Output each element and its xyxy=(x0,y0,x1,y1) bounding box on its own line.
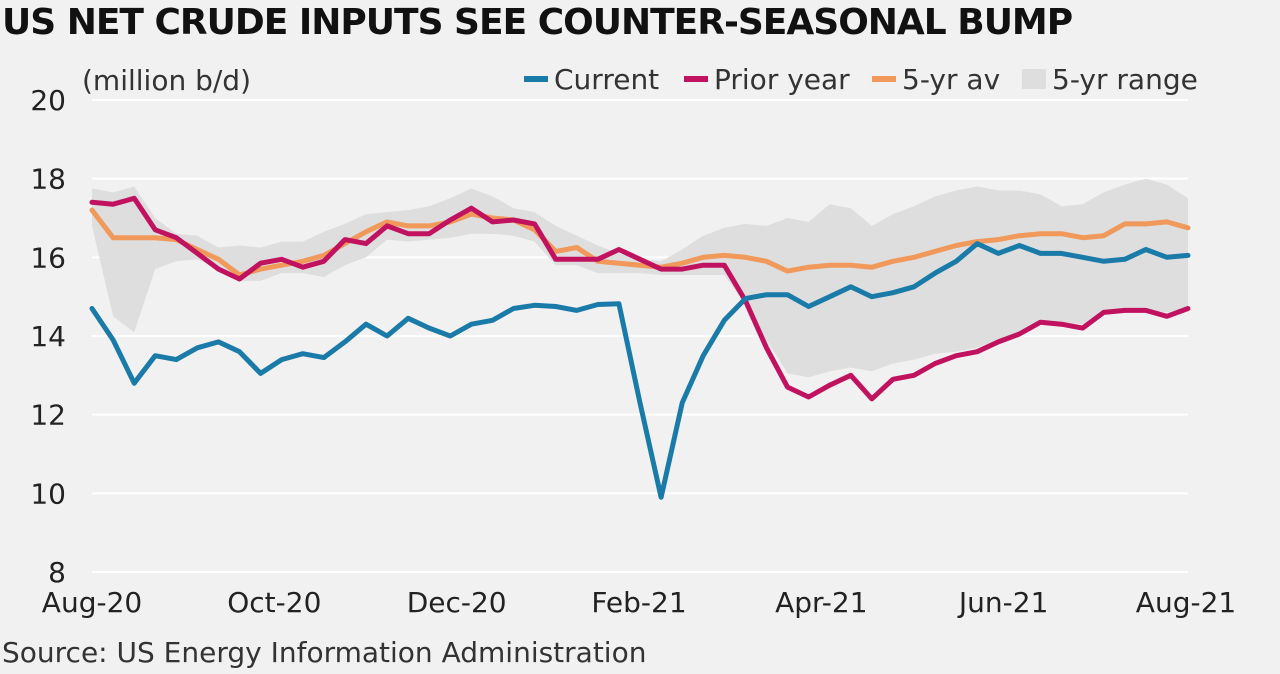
y-tick-label: 12 xyxy=(30,399,66,432)
y-axis-ticks: 8 10 12 14 16 18 20 xyxy=(30,84,66,589)
legend-label: Prior year xyxy=(714,63,850,96)
y-tick-label: 16 xyxy=(30,241,66,274)
prior-year-line xyxy=(89,195,1191,402)
range-band xyxy=(92,178,1188,378)
x-tick-label: Feb-21 xyxy=(591,586,686,619)
y-tick-label: 14 xyxy=(30,320,66,353)
x-tick-label: Oct-20 xyxy=(227,586,321,619)
legend-five-yr-average: 5-yr av xyxy=(872,63,1000,96)
legend-swatch xyxy=(1022,69,1046,89)
legend-label: Current xyxy=(554,63,659,96)
y-tick-label: 10 xyxy=(30,477,66,510)
chart-title: US NET CRUDE INPUTS SEE COUNTER-SEASONAL… xyxy=(2,2,1073,43)
y-tick-label: 20 xyxy=(30,84,66,117)
x-tick-label: Apr-21 xyxy=(775,586,867,619)
five-yr-average-line xyxy=(89,207,1191,278)
range-band-layer xyxy=(92,178,1188,378)
y-tick-label: 18 xyxy=(30,163,66,196)
x-tick-label: Dec-20 xyxy=(407,586,507,619)
current-line xyxy=(89,241,1191,500)
gridlines xyxy=(92,99,1188,573)
y-axis-unit-label: (million b/d) xyxy=(82,64,251,97)
legend-label: 5-yr av xyxy=(902,63,1000,96)
series-lines xyxy=(89,195,1191,500)
legend-prior-year: Prior year xyxy=(684,63,850,96)
x-tick-label: Aug-20 xyxy=(42,586,142,619)
x-tick-label: Aug-21 xyxy=(1136,586,1236,619)
x-tick-label: Jun-21 xyxy=(957,586,1048,619)
legend-current: Current xyxy=(524,63,659,96)
legend-five-yr-range: 5-yr range xyxy=(1022,63,1198,96)
legend-label: 5-yr range xyxy=(1052,63,1198,96)
source-note: Source: US Energy Information Administra… xyxy=(2,636,647,669)
x-axis-ticks: Aug-20 Oct-20 Dec-20 Feb-21 Apr-21 Jun-21 Aug-… xyxy=(42,586,1236,619)
y-tick-label: 8 xyxy=(48,556,66,589)
legend: Current Prior year 5-yr av 5-yr range xyxy=(524,63,1198,96)
